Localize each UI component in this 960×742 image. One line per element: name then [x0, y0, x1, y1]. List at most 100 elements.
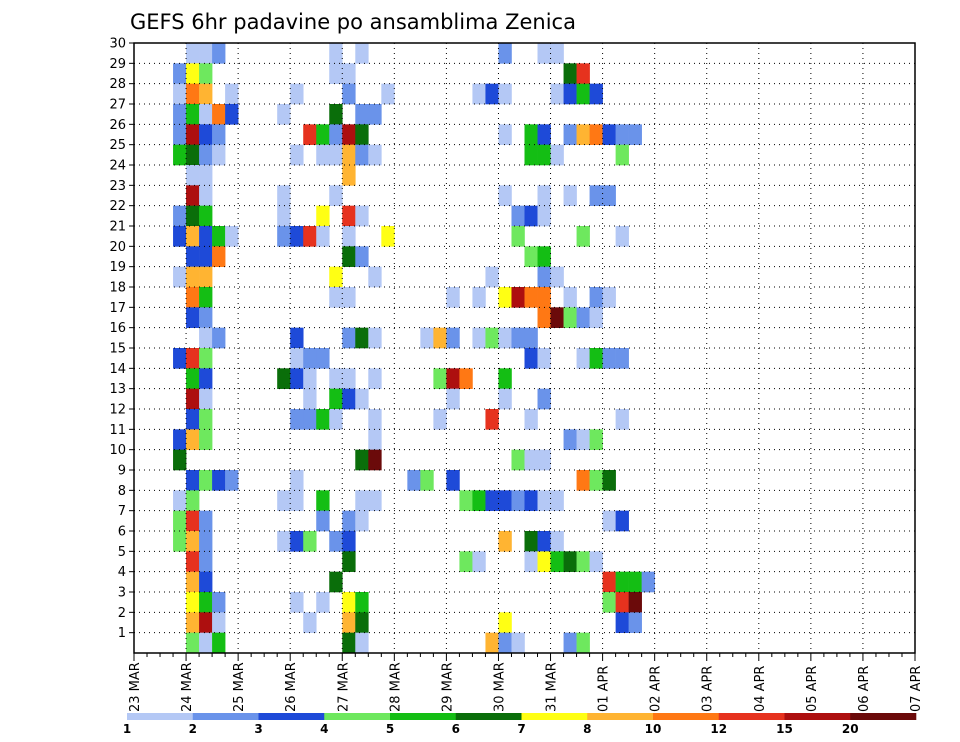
heatmap-cell [498, 632, 512, 654]
heatmap-cell [342, 368, 356, 389]
heatmap-cell [186, 43, 200, 64]
heatmap-cell [290, 470, 304, 491]
heatmap-cell [420, 327, 434, 349]
heatmap-cell [355, 43, 369, 64]
heatmap-cell [537, 449, 551, 471]
heatmap-cell [615, 124, 629, 145]
heatmap-cell [537, 531, 551, 552]
heatmap-cell [576, 632, 590, 654]
heatmap-cell [485, 327, 499, 349]
heatmap-cell [446, 470, 460, 491]
heatmap-cell [186, 490, 200, 511]
heatmap-cell [446, 327, 460, 349]
heatmap-cell [199, 612, 213, 633]
heatmap-cell [602, 510, 616, 532]
heatmap-cell [355, 246, 369, 267]
heatmap-cell [576, 83, 590, 105]
heatmap-cell [212, 144, 226, 166]
legend-swatch [521, 713, 588, 720]
legend-label: 5 [386, 722, 394, 736]
x-tick-label: 25 MAR [232, 662, 247, 712]
heatmap-cell [355, 449, 369, 471]
heatmap-cell [576, 470, 590, 491]
heatmap-cell [199, 531, 213, 552]
heatmap-cell [524, 287, 538, 308]
heatmap-cell [589, 551, 603, 572]
legend-swatch [258, 713, 325, 720]
heatmap-cell [303, 226, 317, 247]
heatmap-cell [498, 388, 512, 410]
heatmap-cell [524, 409, 538, 430]
heatmap-cell [212, 124, 226, 145]
y-tick-label: 14 [109, 362, 126, 377]
heatmap-cell [589, 429, 603, 450]
heatmap-cell [329, 266, 343, 288]
heatmap-cell [342, 83, 356, 105]
legend-label: 4 [320, 722, 328, 736]
legend-swatch [455, 713, 522, 720]
y-tick-label: 8 [118, 484, 126, 499]
heatmap-cell [602, 470, 616, 491]
heatmap-cell [290, 83, 304, 105]
heatmap-cell [524, 205, 538, 227]
chart-title: GEFS 6hr padavine po ansamblima Zenica [130, 10, 576, 34]
heatmap-cell [212, 592, 226, 613]
heatmap-cell [277, 490, 291, 511]
y-tick-label: 21 [109, 220, 126, 235]
heatmap-cell [589, 307, 603, 328]
heatmap-cell [329, 144, 343, 166]
legend-label: 3 [254, 722, 262, 736]
heatmap-cell [459, 368, 473, 389]
heatmap-cell [615, 592, 629, 613]
heatmap-cell [550, 83, 564, 105]
legend-label: 10 [645, 722, 662, 736]
heatmap-cell [290, 531, 304, 552]
heatmap-cell [537, 307, 551, 328]
y-tick-label: 17 [109, 301, 126, 316]
heatmap-cell [615, 348, 629, 369]
heatmap-cell [524, 246, 538, 267]
heatmap-cell [485, 490, 499, 511]
heatmap-cell [212, 104, 226, 125]
heatmap-cell [576, 226, 590, 247]
heatmap-cell [186, 205, 200, 227]
heatmap-cell [589, 83, 603, 105]
heatmap-cell [576, 429, 590, 450]
heatmap-cell [589, 348, 603, 369]
heatmap-cell [212, 327, 226, 349]
y-tick-label: 24 [109, 159, 126, 174]
heatmap-cell [316, 592, 330, 613]
heatmap-cell [199, 63, 213, 84]
heatmap-cell [420, 470, 434, 491]
y-tick-label: 5 [118, 545, 126, 560]
y-tick-label: 13 [109, 382, 126, 397]
x-tick-label: 23 MAR [128, 662, 143, 712]
dotted-grid [134, 42, 915, 653]
heatmap-cell [342, 124, 356, 145]
heatmap-cell [511, 205, 525, 227]
heatmap-cell [173, 226, 187, 247]
heatmap-cell [368, 104, 382, 125]
heatmap-cell [342, 592, 356, 613]
heatmap-cell [576, 551, 590, 572]
heatmap-cell [433, 409, 447, 430]
heatmap-cell [498, 327, 512, 349]
heatmap-cell [173, 83, 187, 105]
heatmap-cell [511, 449, 525, 471]
x-tick-label: 07 APR [909, 666, 924, 712]
legend-swatch [784, 713, 851, 720]
heatmap-cell [186, 307, 200, 328]
heatmap-cell [537, 144, 551, 166]
legend-label: 8 [583, 722, 591, 736]
heatmap-cell [199, 205, 213, 227]
heatmap-cell [342, 612, 356, 633]
heatmap-cell [329, 43, 343, 64]
heatmap-cell [186, 287, 200, 308]
heatmap-cell [602, 348, 616, 369]
heatmap-cell [563, 287, 577, 308]
heatmap-cell [316, 490, 330, 511]
heatmap-cell [186, 144, 200, 166]
heatmap-cell [381, 226, 395, 247]
heatmap-cell [628, 571, 642, 593]
heatmap-cell [329, 531, 343, 552]
